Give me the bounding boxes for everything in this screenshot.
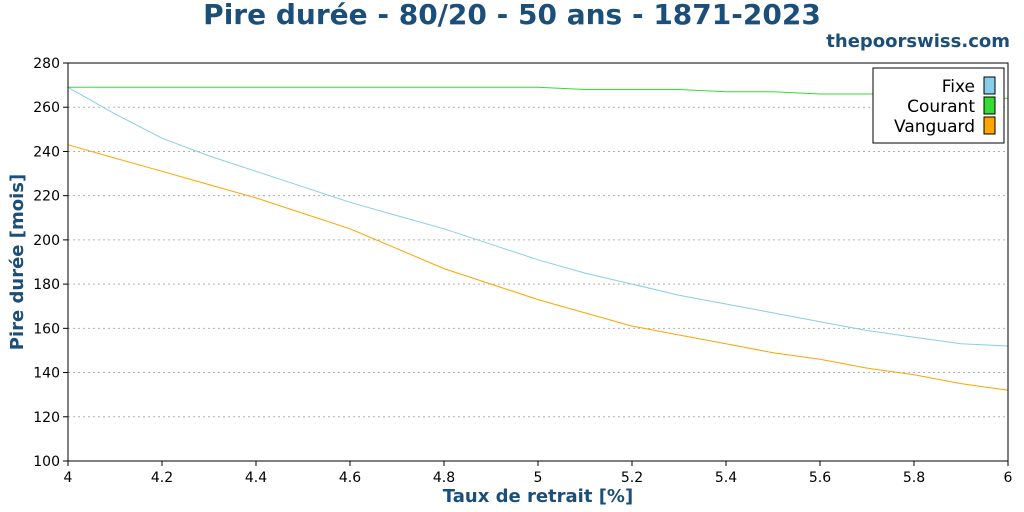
legend-label-fixe: Fixe <box>942 77 975 97</box>
grid-lines <box>68 106 1008 418</box>
x-tick-label: 4 <box>64 470 73 486</box>
x-tick-label: 4.4 <box>245 470 267 486</box>
x-tick-label: 5.2 <box>621 470 643 486</box>
y-tick-label: 120 <box>33 410 60 426</box>
y-tick-label: 260 <box>33 100 60 116</box>
y-tick-label: 240 <box>33 144 60 160</box>
x-tick-label: 5 <box>534 470 543 486</box>
y-tick-label: 160 <box>33 321 60 337</box>
legend-label-vanguard: Vanguard <box>894 117 975 137</box>
series-line-courant <box>68 86 1009 99</box>
plot-frame <box>67 62 1009 462</box>
x-axis-title: Taux de retrait [%] <box>443 486 633 507</box>
x-tick-label: 4.2 <box>151 470 173 486</box>
legend-label-courant: Courant <box>907 97 975 117</box>
legend-box <box>872 67 1005 144</box>
y-tick-label: 280 <box>33 56 60 72</box>
x-tick-label: 4.6 <box>339 470 361 486</box>
series-line-vanguard <box>67 144 1009 391</box>
x-tick-label: 5.4 <box>715 470 737 486</box>
legend-swatch-fixe <box>983 76 996 95</box>
series-lines <box>67 86 1009 391</box>
x-axis-ticks: 4 4.2 4.4 4.6 4.8 5 5.2 5.4 5.6 5.8 6 <box>64 461 1013 486</box>
legend-swatch-courant <box>983 96 996 115</box>
y-tick-label: 140 <box>33 366 60 382</box>
x-tick-label: 6 <box>1004 470 1013 486</box>
x-tick-label: 4.8 <box>433 470 455 486</box>
series-line-fixe <box>67 86 1009 347</box>
y-tick-label: 200 <box>33 233 60 249</box>
y-tick-label: 220 <box>33 189 60 205</box>
y-axis-title: Pire durée [mois] <box>7 174 28 350</box>
y-tick-label: 100 <box>33 454 60 470</box>
y-axis-ticks: 100 120 140 160 180 200 220 240 260 280 <box>33 56 68 470</box>
x-tick-label: 5.8 <box>903 470 925 486</box>
legend-swatch-vanguard <box>983 116 996 135</box>
legend: Fixe Courant Vanguard <box>872 67 1005 144</box>
site-label: thepoorswiss.com <box>826 31 1010 52</box>
x-tick-label: 5.6 <box>809 470 831 486</box>
chart-title: Pire durée - 80/20 - 50 ans - 1871-2023 <box>203 0 821 31</box>
y-tick-label: 180 <box>33 277 60 293</box>
